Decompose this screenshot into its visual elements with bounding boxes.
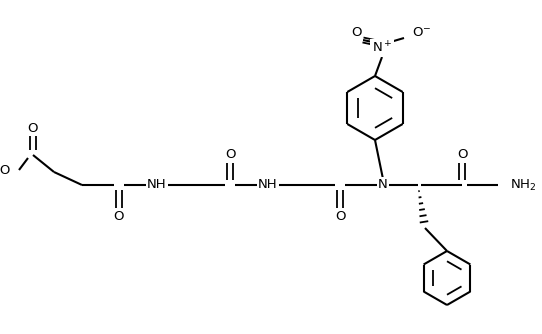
Text: N: N xyxy=(378,178,388,191)
Text: O: O xyxy=(457,149,467,162)
Text: NH: NH xyxy=(258,178,278,191)
Text: O: O xyxy=(351,26,362,39)
Text: NH$_2$: NH$_2$ xyxy=(510,177,537,192)
Text: O: O xyxy=(114,210,124,223)
Text: O: O xyxy=(335,210,345,223)
Text: HO: HO xyxy=(0,165,11,177)
Text: O: O xyxy=(225,149,235,162)
Text: O$^{-}$: O$^{-}$ xyxy=(412,26,431,39)
Text: O: O xyxy=(28,122,38,135)
Text: N$^+$: N$^+$ xyxy=(372,40,392,56)
Text: NH: NH xyxy=(147,178,167,191)
